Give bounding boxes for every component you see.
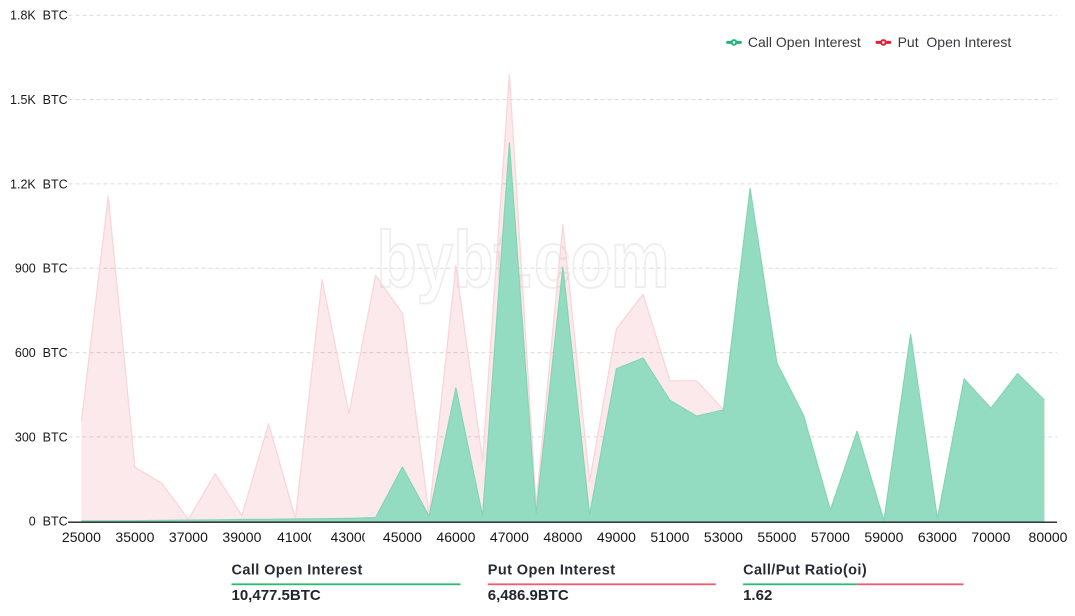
svg-text:46000: 46000 [436,529,475,545]
svg-text:55000: 55000 [757,529,796,545]
svg-text:600 BTC: 600 BTC [15,346,68,360]
svg-text:80000: 80000 [1029,529,1068,545]
svg-text:37000: 37000 [169,529,208,545]
svg-text:900 BTC: 900 BTC [15,262,68,276]
svg-text:1.8K BTC: 1.8K BTC [10,9,68,23]
svg-text:63000: 63000 [918,529,957,545]
svg-text:53000: 53000 [704,529,743,545]
svg-text:300 BTC: 300 BTC [15,430,68,444]
svg-text:59000: 59000 [864,529,903,545]
svg-text:48000: 48000 [543,529,582,545]
svg-text:10,477.5BTC: 10,477.5BTC [232,587,321,604]
svg-text:Call/Put Ratio(oi): Call/Put Ratio(oi) [743,562,867,578]
svg-text:6,486.9BTC: 6,486.9BTC [488,587,569,604]
svg-text:1.2K BTC: 1.2K BTC [10,177,68,191]
svg-text:1.62: 1.62 [743,587,772,604]
svg-text:49000: 49000 [597,529,636,545]
svg-text:1.5K BTC: 1.5K BTC [10,93,68,107]
svg-text:35000: 35000 [115,529,154,545]
svg-text:41000: 41000 [277,529,316,545]
svg-text:Put Open Interest: Put Open Interest [488,562,616,578]
svg-text:25000: 25000 [62,529,101,545]
svg-text:39000: 39000 [222,529,261,545]
svg-text:0 BTC: 0 BTC [29,515,68,529]
svg-text:45000: 45000 [383,529,422,545]
svg-text:51000: 51000 [650,529,689,545]
svg-text:47000: 47000 [490,529,529,545]
svg-text:70000: 70000 [971,529,1010,545]
svg-text:Call Open Interest: Call Open Interest [748,34,861,50]
svg-text:Put Open Interest: Put Open Interest [898,34,1012,50]
svg-text:43000: 43000 [331,529,370,545]
svg-text:Call Open Interest: Call Open Interest [232,562,363,578]
svg-text:57000: 57000 [811,529,850,545]
